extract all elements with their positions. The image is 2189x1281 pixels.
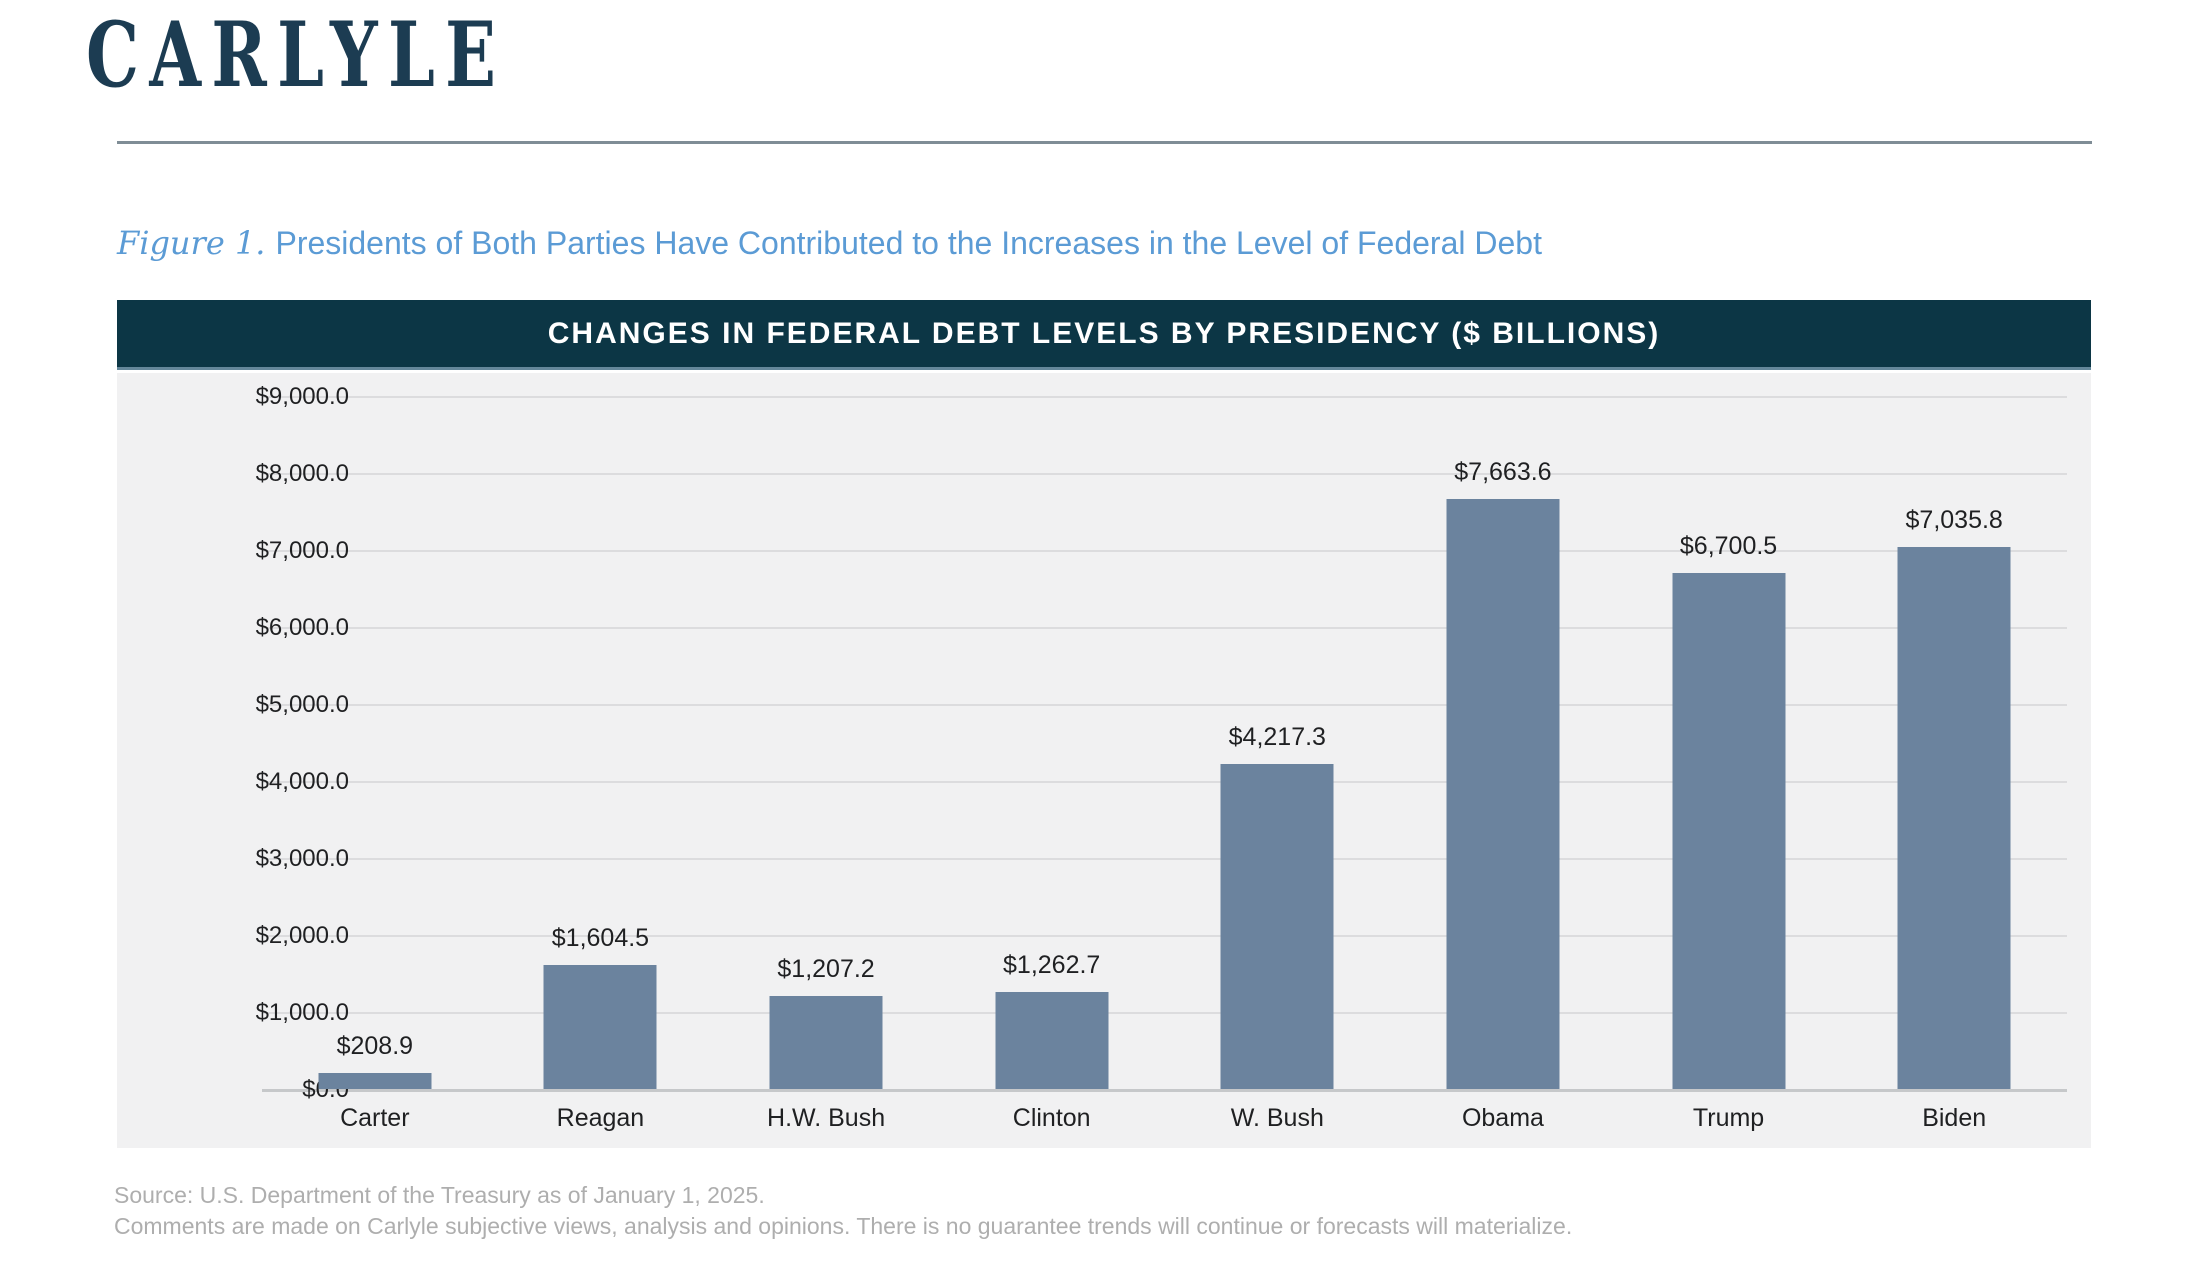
bar-biden: [1897, 547, 2011, 1089]
source-line-1: Source: U.S. Department of the Treasury …: [114, 1182, 765, 1208]
bar-band-obama: $7,663.6: [1390, 373, 1616, 1089]
gridline-1000: [262, 1012, 2067, 1014]
bar-value-label: $6,700.5: [1679, 532, 1778, 561]
y-tick-label: $7,000.0: [255, 537, 349, 564]
bar-value-label: $1,207.2: [777, 955, 875, 984]
bar-reagan: [543, 965, 657, 1089]
bar-carter: [318, 1072, 432, 1089]
y-tick-label: $9,000.0: [255, 383, 349, 410]
x-axis-label-h-w-bush: H.W. Bush: [767, 1104, 886, 1132]
source-note: Source: U.S. Department of the Treasury …: [114, 1180, 1572, 1242]
x-axis-label-biden: Biden: [1922, 1104, 1987, 1132]
bar-h-w-bush: [769, 996, 883, 1089]
y-tick-label: $8,000.0: [255, 460, 349, 487]
y-tick-label: $3,000.0: [255, 845, 349, 872]
x-axis-label-obama: Obama: [1461, 1104, 1544, 1132]
bar-band-biden: $7,035.8: [1841, 373, 2067, 1089]
x-axis-label-reagan: Reagan: [556, 1104, 645, 1132]
gridline-9000: [262, 396, 2067, 398]
plot-area: $9,000.0 $8,000.0 $7,000.0 $6,000.0 $5,000.0…: [117, 373, 2091, 1148]
x-axis-label-trump: Trump: [1692, 1104, 1765, 1132]
bar-band-carter: $208.9: [262, 373, 488, 1089]
bar-band-trump: $6,700.5: [1616, 373, 1842, 1089]
chart-title: CHANGES IN FEDERAL DEBT LEVELS BY PRESID…: [547, 316, 1661, 350]
bar-value-label: $7,035.8: [1905, 506, 2003, 535]
bar-trump: [1672, 573, 1786, 1089]
header-divider: [117, 141, 2092, 144]
bar-value-label: $208.9: [336, 1031, 414, 1060]
bar-band-reagan: $1,604.5: [488, 373, 714, 1089]
x-axis-label-w-bush: W. Bush: [1230, 1104, 1324, 1132]
gridline-6000: [262, 627, 2067, 629]
bar-value-label: $1,604.5: [551, 924, 650, 953]
y-tick-label: $1,000.0: [255, 999, 349, 1026]
source-line-2: Comments are made on Carlyle subjective …: [114, 1213, 1573, 1239]
bar-clinton: [995, 991, 1109, 1089]
y-tick-label: $2,000.0: [255, 922, 349, 949]
bar-band-w-bush: $4,217.3: [1165, 373, 1391, 1089]
x-axis-labels: Carter Reagan H.W. Bush Clinton W. Bush Obama…: [262, 1104, 2067, 1140]
gridline-3000: [262, 858, 2067, 860]
figure-title-text: Presidents of Both Parties Have Contribu…: [275, 225, 1542, 261]
bar-value-label: $4,217.3: [1228, 723, 1326, 752]
bar-value-label: $7,663.6: [1454, 457, 1552, 486]
x-axis-label-clinton: Clinton: [1012, 1104, 1091, 1132]
gridline-5000: [262, 704, 2067, 706]
x-axis-label-carter: Carter: [340, 1104, 410, 1132]
y-tick-label: $5,000.0: [255, 691, 349, 718]
carlyle-logo: CARLYLE: [86, 2, 507, 108]
federal-debt-bar-chart: CHANGES IN FEDERAL DEBT LEVELS BY PRESID…: [117, 300, 2091, 1148]
figure-label: Figure 1.: [117, 224, 266, 262]
y-tick-label: $6,000.0: [255, 614, 349, 641]
gridline-7000: [262, 550, 2067, 552]
chart-title-bar: CHANGES IN FEDERAL DEBT LEVELS BY PRESID…: [117, 300, 2091, 370]
bar-obama: [1446, 498, 1560, 1089]
y-tick-label: $4,000.0: [255, 768, 349, 795]
bar-value-label: $1,262.7: [1003, 950, 1101, 979]
gridline-4000: [262, 781, 2067, 783]
gridline-8000: [262, 473, 2067, 475]
bars-container: $208.9 $1,604.5 $1,207.2 $1,262.7 $4,217.3 $7…: [262, 373, 2067, 1089]
gridline-2000: [262, 935, 2067, 937]
figure-title: Figure 1. Presidents of Both Parties Have…: [117, 224, 1542, 262]
bar-band-clinton: $1,262.7: [939, 373, 1165, 1089]
bar-w-bush: [1220, 764, 1334, 1089]
gridline-0: [262, 1089, 2067, 1092]
bar-band-h-w-bush: $1,207.2: [713, 373, 939, 1089]
